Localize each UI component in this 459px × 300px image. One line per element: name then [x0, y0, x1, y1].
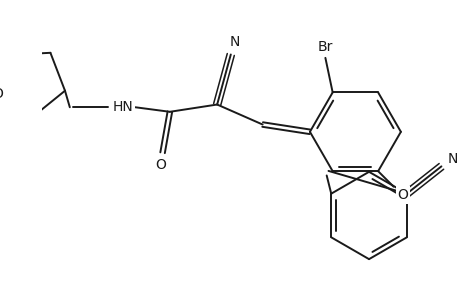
Text: O: O — [0, 87, 3, 101]
Text: Br: Br — [317, 40, 332, 54]
Text: O: O — [155, 158, 166, 172]
Text: N: N — [229, 35, 239, 49]
Text: HN: HN — [112, 100, 133, 114]
Text: O: O — [397, 188, 407, 202]
Text: N: N — [446, 152, 457, 166]
